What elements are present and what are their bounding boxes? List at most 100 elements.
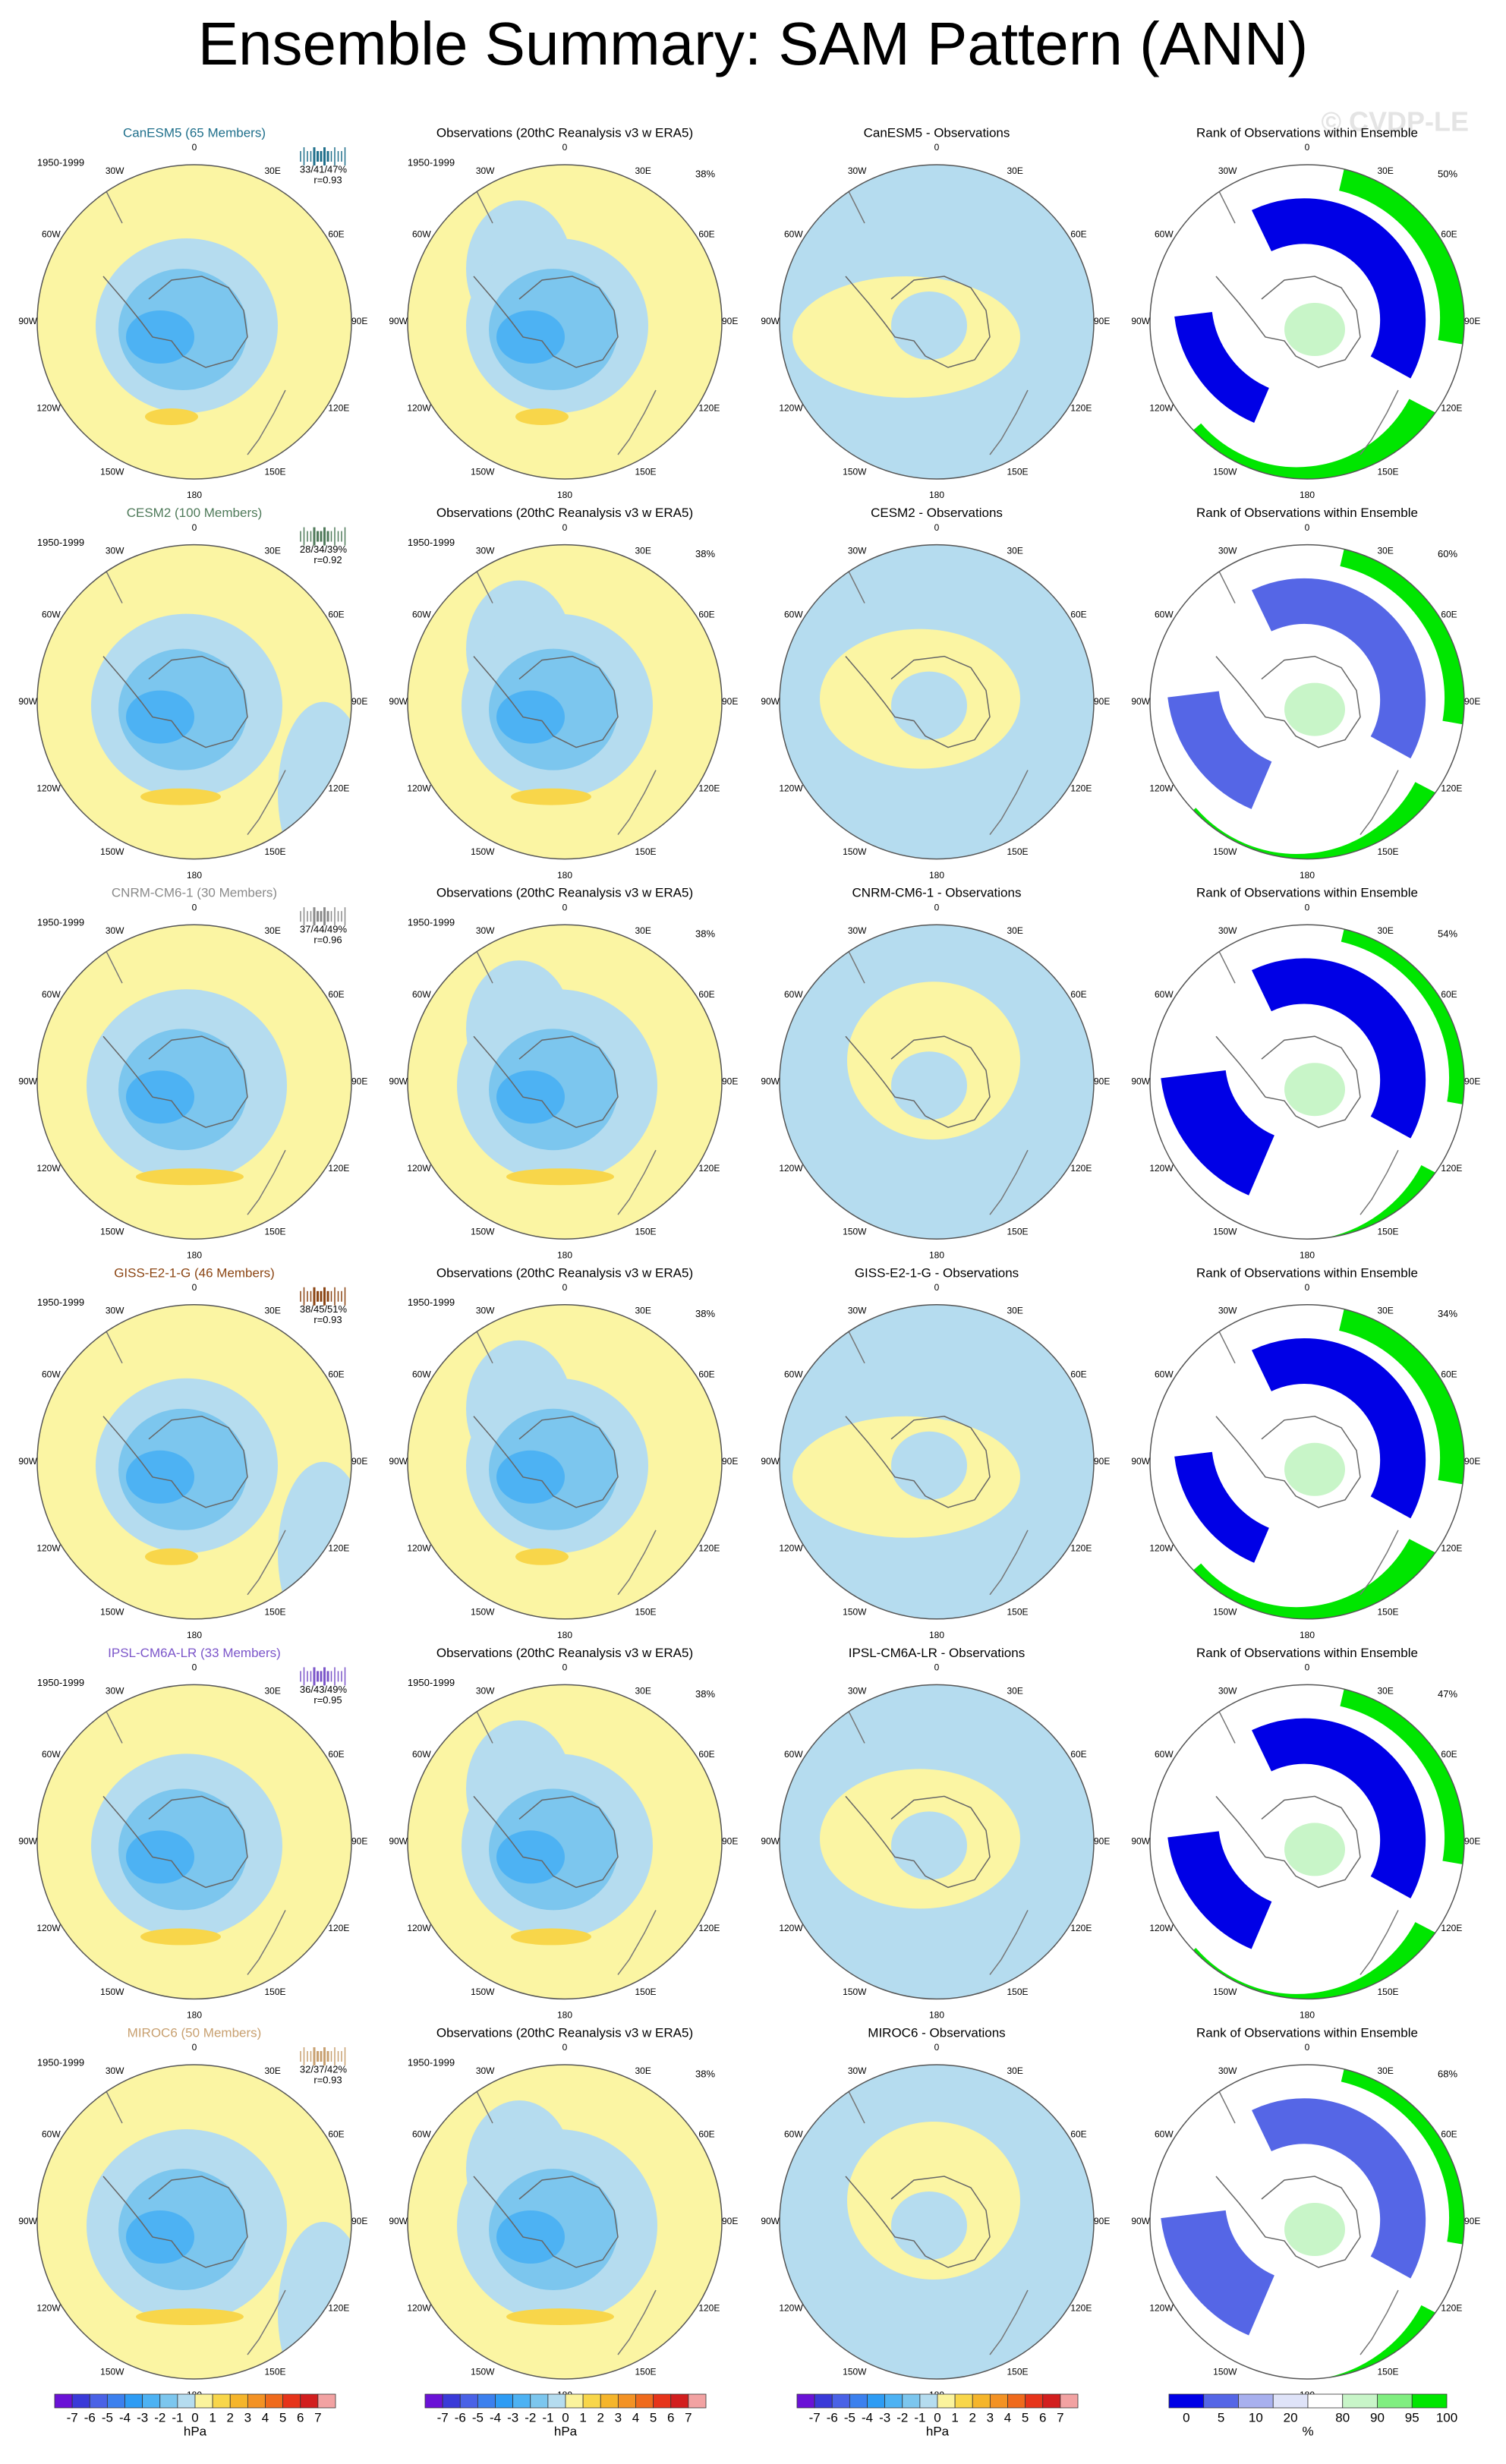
contour-dark xyxy=(126,2210,194,2264)
colorbar-label: -1 xyxy=(914,2410,925,2425)
lon-label: 150E xyxy=(265,846,286,857)
model-title: GISS-E2-1-G (46 Members) xyxy=(114,1265,275,1280)
lon-label: 120E xyxy=(698,1923,720,1933)
lon-label: 60W xyxy=(42,2129,61,2140)
period: 1950-1999 xyxy=(408,917,455,928)
lon-label: 150W xyxy=(471,1987,495,1997)
rank-title: Rank of Observations within Ensemble xyxy=(1196,2025,1418,2040)
map-0 xyxy=(37,165,351,479)
lon-label: 120W xyxy=(1149,1163,1174,1174)
lon-label: 150W xyxy=(843,846,867,857)
map-border xyxy=(779,164,1095,480)
colorbar-box xyxy=(442,2393,461,2409)
contour-positive xyxy=(515,1548,569,1565)
lon-label: 30E xyxy=(635,1306,651,1316)
lon-label: 30E xyxy=(265,925,281,936)
map-border xyxy=(1149,1684,1465,2000)
colorbar-box xyxy=(849,2393,868,2409)
lon-label: 120W xyxy=(407,1923,431,1933)
lon-label: 30W xyxy=(1218,1306,1237,1316)
lon-label: 60W xyxy=(412,229,431,240)
lon-label: 150E xyxy=(1007,1227,1029,1237)
contour-positive xyxy=(145,408,198,425)
colorbar-label: -1 xyxy=(172,2410,183,2425)
lon-label: 150W xyxy=(843,1987,867,1997)
lon-label: 90E xyxy=(351,2216,367,2226)
map-2 xyxy=(780,1304,1094,1619)
rank-low xyxy=(1252,2098,1426,2279)
lon-label: 90E xyxy=(1094,1076,1110,1086)
lon-label: 180 xyxy=(187,490,202,500)
map-border xyxy=(779,1304,1095,1620)
lon-label: 90W xyxy=(761,1836,780,1847)
lon-label: 180 xyxy=(929,2010,944,2021)
rank-low xyxy=(1167,690,1273,809)
lon-label: 60E xyxy=(1070,989,1086,1000)
diff-title: IPSL-CM6A-LR - Observations xyxy=(849,1646,1025,1660)
lon-label: 120E xyxy=(1441,1163,1462,1174)
colorbar-label: -3 xyxy=(879,2410,890,2425)
lon-label: 60W xyxy=(1155,1749,1174,1760)
lon-label: 120W xyxy=(407,1542,431,1553)
contour-positive xyxy=(136,2308,244,2325)
colorbar-label: 0 xyxy=(562,2410,569,2425)
lon-label: 30W xyxy=(1218,2065,1237,2076)
lon-label: 60W xyxy=(784,609,803,619)
rank-low xyxy=(1174,1451,1270,1563)
coastline xyxy=(989,2289,1029,2355)
lon-label: 150W xyxy=(1213,2366,1237,2377)
lon-label: 180 xyxy=(187,870,202,881)
lon-label: 90E xyxy=(1094,1836,1110,1847)
colorbar-label: -4 xyxy=(490,2410,501,2425)
pct: 50% xyxy=(1438,168,1457,179)
lon-label: 60W xyxy=(784,1369,803,1379)
model-title: CNRM-CM6-1 (30 Members) xyxy=(112,886,277,900)
lon-label: 30E xyxy=(1007,1306,1023,1316)
correlation: r=0.93 xyxy=(313,1314,342,1325)
pct: 38% xyxy=(695,2068,715,2079)
period: 1950-1999 xyxy=(37,1297,84,1308)
lon-label: 90W xyxy=(18,696,37,707)
coastline xyxy=(473,1035,619,1129)
lon-label: 60W xyxy=(42,989,61,1000)
colorbar-box xyxy=(565,2393,584,2409)
colorbar-label: -7 xyxy=(809,2410,821,2425)
colorbar-label: 2 xyxy=(597,2410,604,2425)
colorbar-label: 0 xyxy=(191,2410,198,2425)
colorbar-label: 4 xyxy=(262,2410,269,2425)
stats: 38/45/51% xyxy=(300,1303,348,1315)
lon-label: 150E xyxy=(1007,1606,1029,1617)
colorbar-box xyxy=(194,2393,213,2409)
colorbar-box xyxy=(867,2393,886,2409)
lon-label: 120W xyxy=(407,2303,431,2314)
lon-label: 30E xyxy=(1378,165,1394,176)
coastline xyxy=(845,1035,991,1129)
lon-label: 30E xyxy=(1378,545,1394,556)
coastline xyxy=(247,770,286,836)
colorbar-label: -7 xyxy=(67,2410,78,2425)
lon-label: 150W xyxy=(471,1227,495,1237)
lon-label: 60W xyxy=(1155,2129,1174,2140)
page-title: Ensemble Summary: SAM Pattern (ANN) xyxy=(198,10,1309,77)
lon-label: 120E xyxy=(1070,1542,1092,1553)
map-2 xyxy=(780,2065,1094,2379)
colorbar-box xyxy=(54,2393,73,2409)
lon-label: 150E xyxy=(265,1987,286,1997)
colorbar-box xyxy=(902,2393,921,2409)
colorbar-label: 20 xyxy=(1284,2410,1298,2425)
pct: 38% xyxy=(695,548,715,559)
colorbar-unit: % xyxy=(1302,2424,1313,2438)
colorbar-unit: hPa xyxy=(926,2424,950,2438)
colorbar-box xyxy=(159,2393,178,2409)
rank-low xyxy=(1161,2209,1276,2336)
colorbar-box xyxy=(635,2393,654,2409)
colorbar-label: 7 xyxy=(1057,2410,1063,2425)
map-border xyxy=(1149,544,1465,860)
pct: 47% xyxy=(1438,1688,1457,1700)
coastline xyxy=(102,655,248,748)
coastline xyxy=(102,1795,248,1889)
contour-dark xyxy=(126,1830,194,1884)
lon-label: 0 xyxy=(192,142,197,153)
lon-label: 90W xyxy=(389,316,408,326)
